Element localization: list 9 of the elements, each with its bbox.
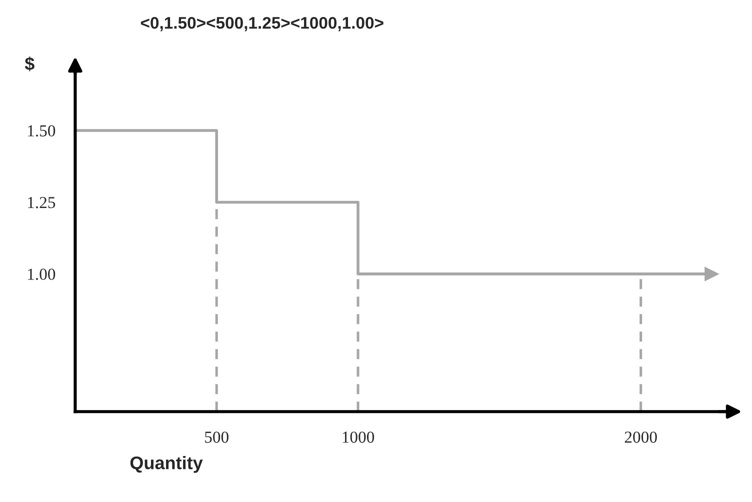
y-tick-label: 1.50 <box>28 125 56 137</box>
x-axis-title: Quantity <box>130 456 203 473</box>
x-tick-label: 500 <box>205 432 228 443</box>
x-tick-label: 1000 <box>342 432 374 443</box>
y-tick-label: 1.25 <box>28 196 56 208</box>
x-tick-label: 2000 <box>624 432 657 443</box>
chart-title: <0,1.50><500,1.25><1000,1.00> <box>140 16 384 32</box>
y-tick-label: 1.00 <box>28 268 56 280</box>
y-axis-title: $ <box>24 56 34 72</box>
